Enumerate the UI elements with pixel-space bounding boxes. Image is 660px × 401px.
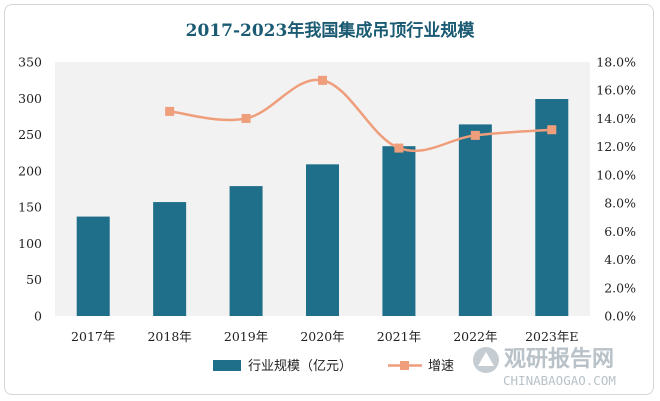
left-tick-label: 250 bbox=[18, 127, 42, 142]
right-tick-label: 16.0% bbox=[596, 83, 636, 98]
growth-point-4 bbox=[470, 130, 480, 140]
bar-3 bbox=[306, 164, 339, 316]
right-tick-label: 8.0% bbox=[604, 196, 636, 211]
chart-title: 2017-2023年我国集成吊顶行业规模 bbox=[186, 20, 476, 41]
x-axis: 2017年 2018年 2019年 2020年 2021年 2022年 2023年E bbox=[71, 329, 578, 344]
left-tick-label: 150 bbox=[18, 200, 42, 215]
bar-series bbox=[76, 99, 569, 316]
right-tick-label: 18.0% bbox=[596, 55, 636, 70]
right-tick-label: 4.0% bbox=[604, 252, 636, 267]
line-series bbox=[165, 75, 557, 153]
right-tick-label: 10.0% bbox=[596, 167, 636, 182]
right-tick-label: 0.0% bbox=[604, 309, 636, 324]
bar-1 bbox=[153, 202, 187, 316]
left-tick-label: 300 bbox=[18, 91, 42, 106]
x-tick-label: 2023年E bbox=[525, 329, 578, 344]
left-y-axis: 0 50 100 150 200 250 300 350 bbox=[18, 55, 42, 324]
x-tick-label: 2018年 bbox=[147, 329, 191, 344]
legend-swatch-bar bbox=[213, 360, 241, 371]
legend-label-line: 增速 bbox=[428, 359, 454, 374]
right-tick-label: 12.0% bbox=[596, 139, 636, 154]
watermark-url: CHINABAOGAO.COM bbox=[503, 373, 616, 388]
left-tick-label: 200 bbox=[18, 163, 42, 178]
growth-point-0 bbox=[165, 106, 175, 116]
bar-4 bbox=[382, 146, 416, 316]
x-tick-label: 2020年 bbox=[300, 329, 344, 344]
watermark: 观研报告网 CHINABAOGAO.COM bbox=[473, 347, 616, 388]
left-tick-label: 0 bbox=[34, 309, 42, 324]
right-tick-label: 14.0% bbox=[596, 111, 636, 126]
right-y-axis: 0.0% 2.0% 4.0% 6.0% 8.0% 10.0% 12.0% 14.0% 16.0%… bbox=[596, 55, 636, 324]
legend-marker-line bbox=[400, 361, 409, 370]
growth-point-1 bbox=[241, 113, 251, 123]
growth-point-3 bbox=[394, 143, 404, 153]
legend: 行业规模（亿元） 增速 bbox=[213, 359, 454, 374]
x-tick-label: 2019年 bbox=[224, 329, 268, 344]
right-tick-label: 6.0% bbox=[604, 224, 636, 239]
bar-5 bbox=[458, 124, 492, 316]
x-tick-label: 2017年 bbox=[71, 329, 115, 344]
growth-point-5 bbox=[547, 125, 557, 135]
growth-point-2 bbox=[318, 75, 327, 85]
left-tick-label: 100 bbox=[18, 236, 42, 251]
right-tick-label: 2.0% bbox=[604, 280, 636, 295]
bar-0 bbox=[76, 216, 110, 316]
x-tick-label: 2022年 bbox=[453, 329, 497, 344]
x-tick-label: 2021年 bbox=[377, 329, 421, 344]
watermark-logo-icon bbox=[473, 347, 499, 373]
watermark-name: 观研报告网 bbox=[504, 347, 614, 372]
bar-2 bbox=[229, 186, 263, 316]
left-tick-label: 50 bbox=[26, 272, 42, 287]
bar-6 bbox=[535, 99, 569, 316]
left-tick-label: 350 bbox=[18, 55, 42, 70]
legend-label-bar: 行业规模（亿元） bbox=[248, 359, 352, 374]
